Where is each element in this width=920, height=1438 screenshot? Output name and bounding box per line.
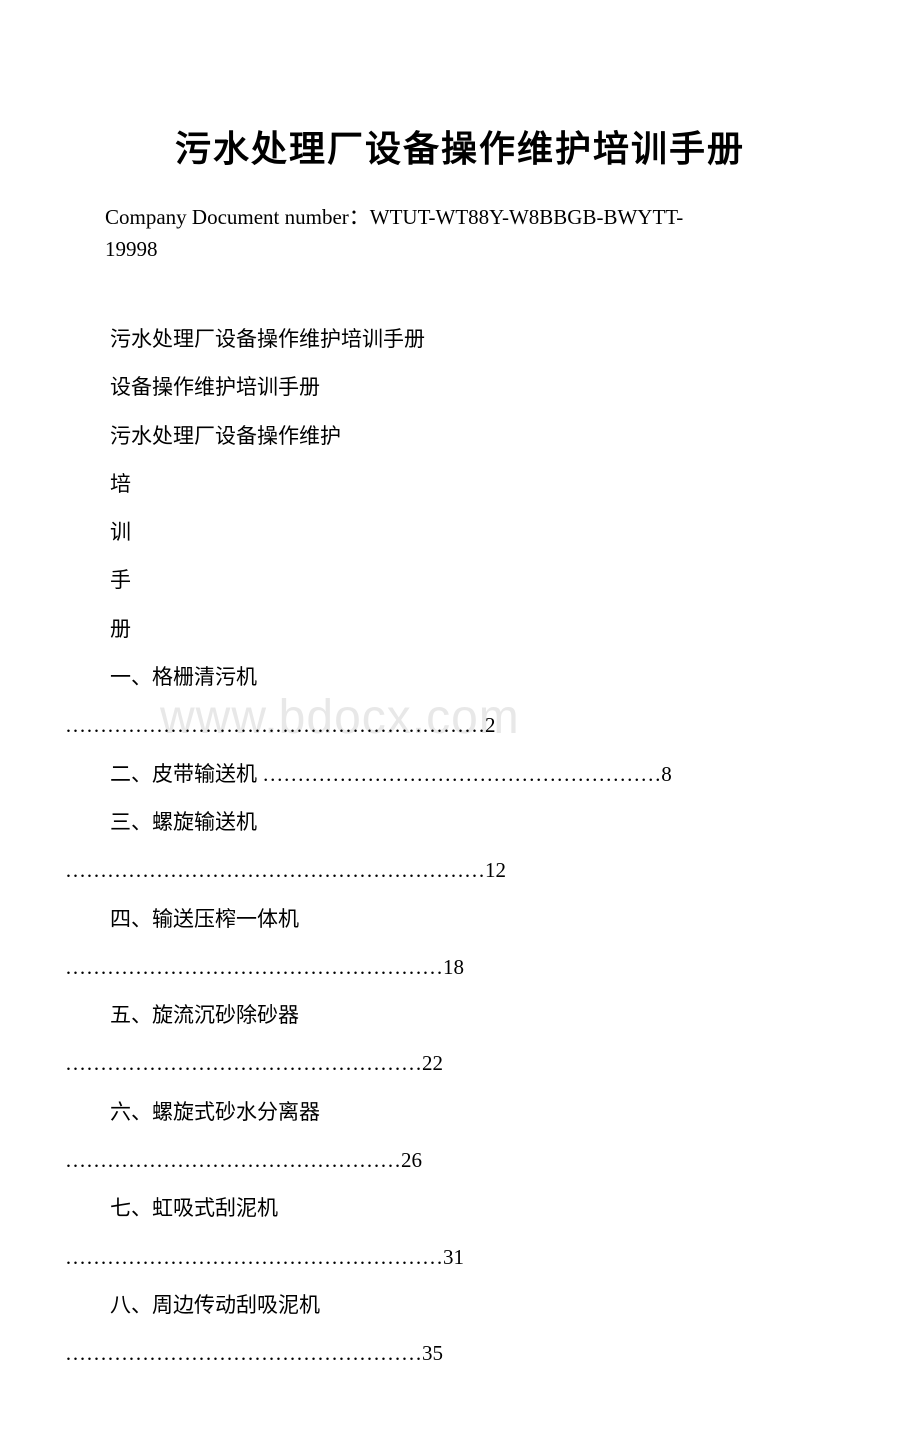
content-line: 培 — [65, 460, 855, 508]
document-title: 污水处理厂设备操作维护培训手册 — [65, 120, 855, 172]
toc-entry: 四、输送压榨一体机 ………………………………………………18 — [65, 895, 855, 992]
toc-page: 26 — [401, 1148, 422, 1172]
toc-label: 四、输送压榨一体机 — [110, 907, 299, 931]
toc-label: 八、周边传动刮吸泥机 — [110, 1293, 320, 1317]
toc-label: 五、旋流沉砂除砂器 — [110, 1003, 299, 1027]
toc-dots: …………………………………………………… — [65, 858, 485, 882]
toc-page: 18 — [443, 955, 464, 979]
toc-page: 2 — [485, 713, 496, 737]
toc-dots: …………………………………………………… — [65, 713, 485, 737]
toc-label: 一、格栅清污机 — [110, 665, 257, 689]
content-line: 污水处理厂设备操作维护培训手册 — [65, 315, 855, 363]
document-number: Company Document number：WTUT-WT88Y-W8BBG… — [65, 202, 855, 265]
content-line: 设备操作维护培训手册 — [65, 363, 855, 411]
toc-entry: 三、螺旋输送机 ……………………………………………………12 — [65, 798, 855, 895]
content-line: 训 — [65, 508, 855, 556]
toc-entry: 六、螺旋式砂水分离器 …………………………………………26 — [65, 1088, 855, 1185]
toc-label: 六、螺旋式砂水分离器 — [110, 1100, 320, 1124]
toc-page: 12 — [485, 858, 506, 882]
toc-label: 三、螺旋输送机 — [110, 810, 257, 834]
content-line: 册 — [65, 605, 855, 653]
toc-label: 七、虹吸式刮泥机 — [110, 1196, 278, 1220]
toc-dots: …………………………………………… — [65, 1341, 422, 1365]
toc-dots: ……………………………………………… — [65, 1245, 443, 1269]
toc-page: 8 — [661, 762, 672, 786]
toc-entry: 二、皮带输送机 …………………………………………………8 — [65, 750, 855, 798]
toc-page: 35 — [422, 1341, 443, 1365]
toc-label: 二、皮带输送机 — [110, 762, 262, 786]
toc-dots: ……………………………………………… — [65, 955, 443, 979]
doc-number-line2: 19998 — [105, 237, 158, 261]
toc-entry: 五、旋流沉砂除砂器 ……………………………………………22 — [65, 991, 855, 1088]
toc-page: 22 — [422, 1051, 443, 1075]
page-content: 污水处理厂设备操作维护培训手册 Company Document number：… — [0, 0, 920, 1438]
content-line: 污水处理厂设备操作维护 — [65, 412, 855, 460]
doc-number-line1: Company Document number：WTUT-WT88Y-W8BBG… — [105, 205, 683, 229]
toc-entry: 一、格栅清污机 ……………………………………………………2 — [65, 653, 855, 750]
toc-entry: 七、虹吸式刮泥机 ………………………………………………31 — [65, 1184, 855, 1281]
toc-dots: ………………………………………………… — [262, 762, 661, 786]
toc-entry: 八、周边传动刮吸泥机 ……………………………………………35 — [65, 1281, 855, 1378]
content-line: 手 — [65, 556, 855, 604]
toc-dots: …………………………………………… — [65, 1051, 422, 1075]
toc-dots: ………………………………………… — [65, 1148, 401, 1172]
toc-page: 31 — [443, 1245, 464, 1269]
